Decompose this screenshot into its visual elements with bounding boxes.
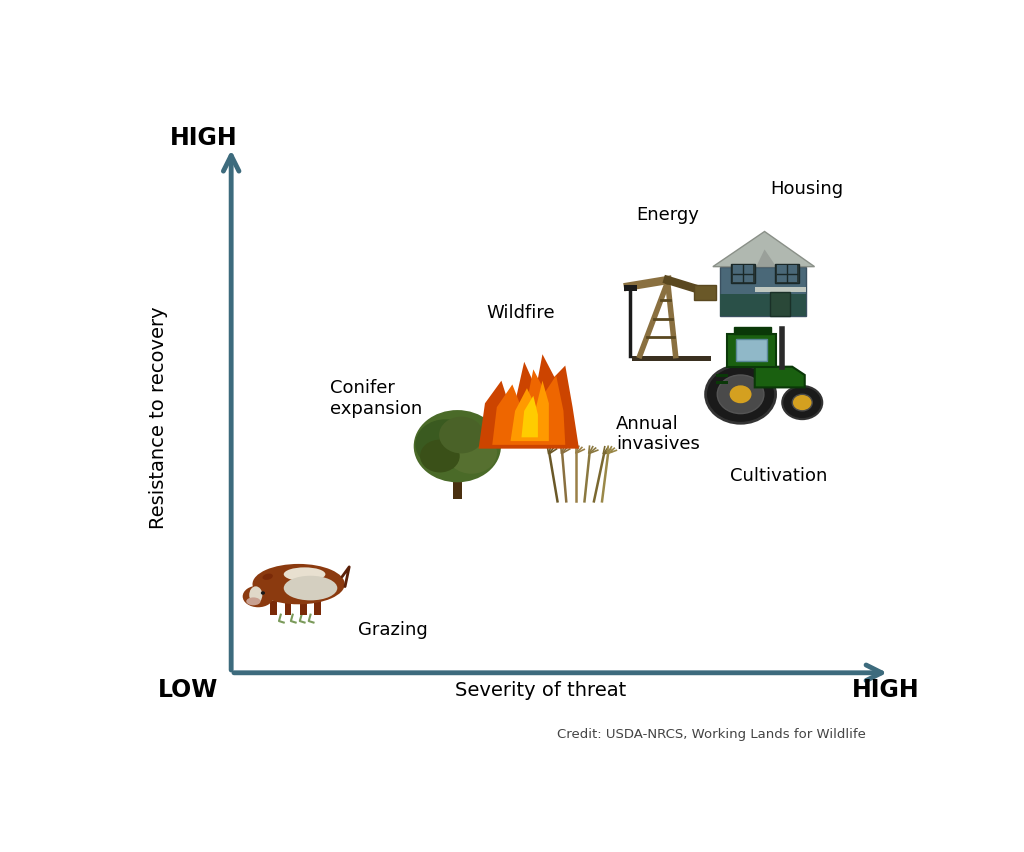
Bar	[733, 266, 753, 283]
Bar	[775, 265, 799, 284]
Circle shape	[665, 280, 671, 285]
Ellipse shape	[262, 574, 272, 580]
Text: Conifer
expansion: Conifer expansion	[331, 378, 423, 417]
Bar	[285, 602, 291, 615]
Ellipse shape	[284, 576, 337, 601]
Bar	[777, 266, 797, 283]
Ellipse shape	[246, 598, 260, 606]
Polygon shape	[756, 250, 776, 268]
Bar	[755, 287, 806, 293]
Polygon shape	[521, 396, 538, 438]
Circle shape	[782, 387, 822, 420]
Text: Grazing: Grazing	[358, 620, 428, 638]
Text: LOW: LOW	[158, 677, 218, 701]
Circle shape	[261, 591, 265, 595]
Bar	[314, 602, 321, 615]
Circle shape	[420, 440, 460, 473]
Bar	[734, 327, 771, 334]
Bar	[270, 602, 276, 615]
Bar	[694, 286, 716, 301]
Polygon shape	[511, 381, 549, 441]
Ellipse shape	[243, 586, 273, 607]
Bar	[770, 293, 790, 317]
Circle shape	[717, 376, 764, 414]
Bar	[300, 602, 306, 615]
Polygon shape	[713, 233, 814, 268]
Text: Credit: USDA-NRCS, Working Lands for Wildlife: Credit: USDA-NRCS, Working Lands for Wil…	[557, 727, 865, 740]
Text: HIGH: HIGH	[170, 126, 238, 150]
Circle shape	[446, 432, 497, 475]
Bar	[727, 334, 775, 367]
Circle shape	[793, 394, 812, 412]
Polygon shape	[493, 370, 565, 446]
Text: Housing: Housing	[770, 180, 843, 198]
Polygon shape	[755, 367, 805, 388]
Bar	[735, 340, 767, 362]
Bar	[731, 265, 755, 284]
Text: HIGH: HIGH	[852, 677, 920, 701]
Circle shape	[414, 411, 501, 483]
Text: Energy: Energy	[636, 205, 699, 223]
Text: Severity of threat: Severity of threat	[455, 680, 627, 699]
Polygon shape	[478, 354, 579, 449]
Bar	[624, 286, 637, 291]
Text: Wildfire: Wildfire	[486, 304, 555, 322]
Bar	[632, 356, 712, 361]
Bar	[716, 375, 728, 377]
Circle shape	[729, 385, 753, 405]
Text: Annual
invasives: Annual invasives	[616, 414, 700, 453]
Bar	[720, 295, 806, 317]
Bar	[453, 463, 462, 499]
Bar	[720, 268, 806, 317]
Circle shape	[439, 417, 483, 454]
Text: Cultivation: Cultivation	[730, 466, 827, 484]
Ellipse shape	[249, 587, 262, 604]
Ellipse shape	[253, 564, 345, 605]
Circle shape	[706, 366, 775, 423]
Bar	[716, 382, 728, 384]
Text: Resistance to recovery: Resistance to recovery	[148, 306, 168, 528]
Ellipse shape	[284, 567, 326, 581]
Circle shape	[416, 420, 475, 469]
